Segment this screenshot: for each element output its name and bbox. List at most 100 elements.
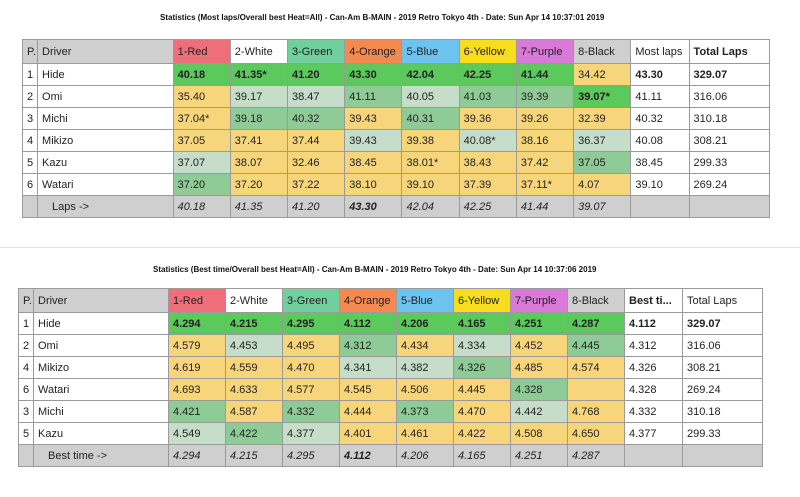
lap-value-cell: 39.26 <box>515 107 575 130</box>
column-header[interactable]: 1-Red <box>168 288 226 313</box>
driver-name: Watari <box>33 378 169 401</box>
best-value-cell: 4.377 <box>624 422 683 445</box>
lap-value-cell: 4.341 <box>339 356 397 379</box>
footer-value: 4.295 <box>282 444 340 467</box>
lap-value-cell: 4.112 <box>339 312 397 335</box>
lap-value-cell: 4.287 <box>567 312 625 335</box>
position-cell: 3 <box>18 400 34 423</box>
footer-spacer <box>688 195 771 218</box>
lap-value-cell: 4.422 <box>225 422 283 445</box>
lap-value-cell: 38.43 <box>458 151 517 174</box>
table-row: 3 Michi 4.421 4.587 4.332 4.444 4.373 4.470 4.44… <box>18 400 763 423</box>
table-row: 4 Mikizo 37.05 37.41 37.44 39.43 39.38 40.08* 38… <box>21 129 771 152</box>
lap-value-cell: 4.326 <box>453 356 511 379</box>
position-cell: 4 <box>18 356 34 379</box>
column-header[interactable]: 4-Orange <box>339 288 397 313</box>
position-cell: 6 <box>21 173 39 196</box>
best-value-cell: 4.112 <box>624 312 683 335</box>
driver-name: Mikizo <box>33 356 169 379</box>
column-header[interactable]: Most laps <box>630 39 690 64</box>
lap-value-cell: 4.332 <box>282 400 340 423</box>
lap-value-cell: 40.31 <box>401 107 460 130</box>
lap-value-cell: 4.506 <box>396 378 454 401</box>
position-cell: 2 <box>21 85 39 108</box>
lap-value-cell: 41.44 <box>515 63 575 86</box>
total-laps-cell: 308.21 <box>688 129 771 152</box>
footer-label: Best time -> <box>33 444 169 467</box>
lap-value-cell: 4.587 <box>225 400 283 423</box>
best-value-cell: 4.328 <box>624 378 683 401</box>
column-header[interactable]: Driver <box>37 39 174 64</box>
column-header[interactable]: 1-Red <box>172 39 231 64</box>
table-row: 6 Watari 37.20 37.20 37.22 38.10 39.10 37.39 37.… <box>21 173 771 196</box>
lap-value-cell: 4.470 <box>282 356 340 379</box>
driver-name: Omi <box>37 85 174 108</box>
total-laps-cell: 310.18 <box>682 400 763 423</box>
driver-name: Michi <box>37 107 174 130</box>
column-header[interactable]: Driver <box>33 288 169 313</box>
column-header[interactable]: Total Laps <box>688 39 771 64</box>
lap-value-cell: 4.421 <box>168 400 226 423</box>
column-header[interactable]: 2-White <box>225 288 283 313</box>
lap-value-cell: 4.445 <box>453 378 511 401</box>
lap-value-cell: 43.30 <box>344 63 403 86</box>
best-value-cell: 4.332 <box>624 400 683 423</box>
footer-spacer <box>630 195 690 218</box>
lap-value-cell <box>567 378 625 401</box>
lap-value-cell: 40.05 <box>401 85 460 108</box>
lap-value-cell: 4.444 <box>339 400 397 423</box>
column-header[interactable]: 2-White <box>229 39 289 64</box>
total-laps-cell: 316.06 <box>682 334 763 357</box>
column-header[interactable]: 4-Orange <box>344 39 403 64</box>
lap-value-cell: 37.04* <box>172 107 231 130</box>
column-header[interactable]: 8-Black <box>567 288 625 313</box>
lap-value-cell: 38.47 <box>287 85 346 108</box>
lap-value-cell: 4.445 <box>567 334 625 357</box>
lap-value-cell: 40.08* <box>458 129 517 152</box>
footer-value: 41.20 <box>287 195 346 218</box>
column-header[interactable]: P... <box>18 288 34 313</box>
best-value-cell: 38.45 <box>630 151 690 174</box>
table1-title: Statistics (Most laps/Overall best Heat=… <box>160 13 605 22</box>
column-header[interactable]: 6-Yellow <box>453 288 511 313</box>
lap-value-cell: 39.36 <box>458 107 517 130</box>
column-header[interactable]: 5-Blue <box>401 39 460 64</box>
column-header[interactable]: 3-Green <box>282 288 340 313</box>
footer-value: 4.294 <box>168 444 226 467</box>
column-header[interactable]: 5-Blue <box>396 288 454 313</box>
lap-value-cell: 4.401 <box>339 422 397 445</box>
column-header[interactable]: 8-Black <box>573 39 632 64</box>
lap-value-cell: 4.382 <box>396 356 454 379</box>
column-header[interactable]: 7-Purple <box>515 39 575 64</box>
footer-value: 4.215 <box>225 444 283 467</box>
lap-value-cell: 4.453 <box>225 334 283 357</box>
footer-value: 4.287 <box>567 444 625 467</box>
lap-value-cell: 4.312 <box>339 334 397 357</box>
best-value-cell: 43.30 <box>630 63 690 86</box>
position-cell: 4 <box>21 129 39 152</box>
column-header[interactable]: 6-Yellow <box>458 39 517 64</box>
lap-value-cell: 38.01* <box>401 151 460 174</box>
lap-value-cell: 39.10 <box>401 173 460 196</box>
lap-value-cell: 4.07 <box>573 173 632 196</box>
lap-value-cell: 4.295 <box>282 312 340 335</box>
footer-spacer <box>624 444 683 467</box>
driver-name: Kazu <box>37 151 174 174</box>
column-header[interactable]: Best ti... <box>624 288 683 313</box>
column-header[interactable]: 3-Green <box>287 39 346 64</box>
table-row: 5 Kazu 4.549 4.422 4.377 4.401 4.461 4.422 4.508… <box>18 422 763 445</box>
position-cell: 1 <box>21 63 39 86</box>
lap-value-cell: 37.42 <box>515 151 575 174</box>
total-laps-cell: 269.24 <box>682 378 763 401</box>
column-header[interactable]: Total Laps <box>682 288 763 313</box>
driver-name: Michi <box>33 400 169 423</box>
column-header[interactable]: P... <box>21 39 39 64</box>
lap-value-cell: 36.37 <box>573 129 632 152</box>
lap-value-cell: 39.43 <box>344 107 403 130</box>
best-value-cell: 4.312 <box>624 334 683 357</box>
lap-value-cell: 4.574 <box>567 356 625 379</box>
column-header[interactable]: 7-Purple <box>510 288 568 313</box>
best-value-cell: 4.326 <box>624 356 683 379</box>
best-time-table: P...Driver1-Red2-White3-Green4-Orange5-B… <box>18 288 763 467</box>
footer-value: 41.44 <box>515 195 575 218</box>
